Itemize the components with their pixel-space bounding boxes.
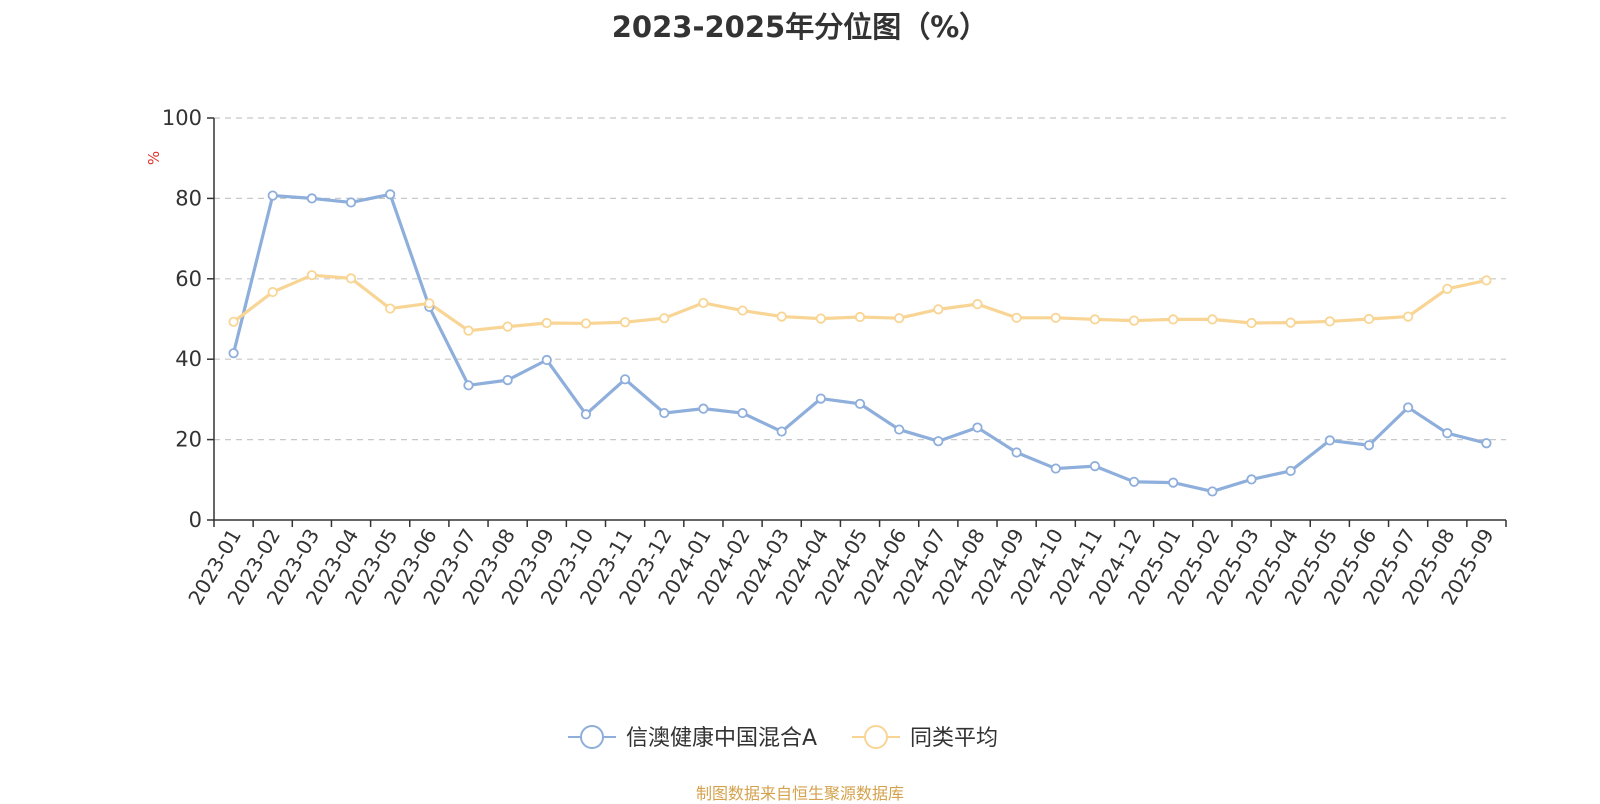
- series-1-point: [306, 193, 317, 204]
- series-2-point: [1128, 315, 1140, 326]
- series-1-point: [854, 398, 866, 409]
- series-2-point: [1285, 317, 1296, 328]
- series-2-point: [541, 317, 552, 329]
- grid-lines: [214, 117, 1506, 441]
- series-1-point: [1403, 402, 1414, 413]
- series-2-point: [345, 273, 357, 284]
- footer-source: 制图数据来自恒生聚源数据库: [695, 784, 904, 803]
- series-1-point: [1481, 438, 1492, 449]
- y-axis-unit-label: %: [145, 151, 163, 165]
- series-2-point: [1089, 314, 1101, 325]
- series-2-point: [502, 321, 513, 332]
- series-2-point: [1246, 317, 1257, 329]
- y-tick-label: 0: [189, 508, 202, 532]
- series-2-point: [1442, 283, 1453, 294]
- axes: 020406080100%2023-012023-022023-032023-0…: [145, 106, 1507, 609]
- series-1-point: [1442, 428, 1453, 439]
- series-1-point: [815, 393, 826, 404]
- series-1-point: [345, 197, 357, 208]
- series-2-point: [267, 286, 278, 298]
- series-1-point: [1207, 486, 1218, 497]
- series-1-point: [1050, 463, 1061, 474]
- series-2-point: [933, 304, 944, 315]
- series-2-point: [463, 325, 474, 336]
- series-2-point: [1011, 312, 1022, 323]
- y-tick-label: 20: [175, 428, 202, 452]
- series-2-point: [894, 313, 905, 324]
- series-2-point: [1481, 275, 1492, 286]
- series-lines: [228, 189, 1492, 497]
- series-1-point: [267, 190, 278, 201]
- series-2-point: [1363, 313, 1375, 325]
- series-2-point: [306, 270, 317, 281]
- legend-marker-1: [580, 725, 604, 749]
- series-1-point: [619, 374, 631, 385]
- series-1-point: [502, 375, 513, 386]
- series-2-point: [385, 303, 396, 314]
- series-2-point: [972, 299, 983, 310]
- series-2-point: [815, 313, 826, 324]
- series-1-point: [1285, 465, 1296, 477]
- series-1-point: [894, 424, 905, 435]
- series-1-point: [1168, 477, 1179, 488]
- series-2-point: [776, 311, 787, 322]
- series-1-point: [1089, 461, 1101, 472]
- series-2-point: [580, 318, 592, 329]
- chart-title: 2023-2025年分位图（%）: [611, 10, 989, 44]
- series-1-point: [228, 348, 239, 359]
- y-tick-label: 60: [175, 267, 202, 291]
- series-2-point: [737, 305, 748, 316]
- series-2-point: [659, 313, 670, 324]
- series-2-point: [228, 316, 239, 327]
- series-2-point: [1403, 311, 1414, 322]
- series-2-point: [1168, 314, 1179, 325]
- legend-label-2: 同类平均: [910, 726, 998, 751]
- series-2-point: [698, 297, 709, 309]
- series-1-point: [1324, 435, 1335, 446]
- series-2-point: [854, 311, 866, 323]
- series-1-point: [933, 436, 944, 447]
- series-2-point: [1050, 312, 1061, 323]
- legend-label-1: 信澳健康中国混合A: [626, 726, 817, 751]
- series-1-point: [698, 403, 709, 414]
- series-line-1: [231, 192, 1489, 494]
- series-1-point: [737, 407, 748, 419]
- series-1-point: [1363, 440, 1375, 451]
- series-1-point: [385, 189, 396, 200]
- y-tick-label: 40: [175, 347, 202, 371]
- series-1-point: [580, 409, 592, 420]
- legend-marker-2: [864, 725, 888, 749]
- series-1-point: [776, 426, 787, 437]
- series-2-point: [1324, 316, 1335, 327]
- series-2-point: [619, 317, 631, 328]
- y-tick-label: 80: [175, 186, 202, 210]
- series-1-point: [463, 380, 474, 391]
- series-2-point: [1207, 314, 1218, 325]
- series-2-point: [424, 298, 435, 309]
- series-1-point: [972, 422, 983, 433]
- legend: 信澳健康中国混合A 同类平均: [568, 725, 998, 751]
- series-1-point: [659, 407, 670, 419]
- series-1-point: [1128, 476, 1140, 487]
- series-1-point: [541, 354, 552, 366]
- y-tick-label: 100: [162, 106, 202, 130]
- series-1-point: [1011, 447, 1022, 458]
- series-1-point: [1246, 474, 1257, 485]
